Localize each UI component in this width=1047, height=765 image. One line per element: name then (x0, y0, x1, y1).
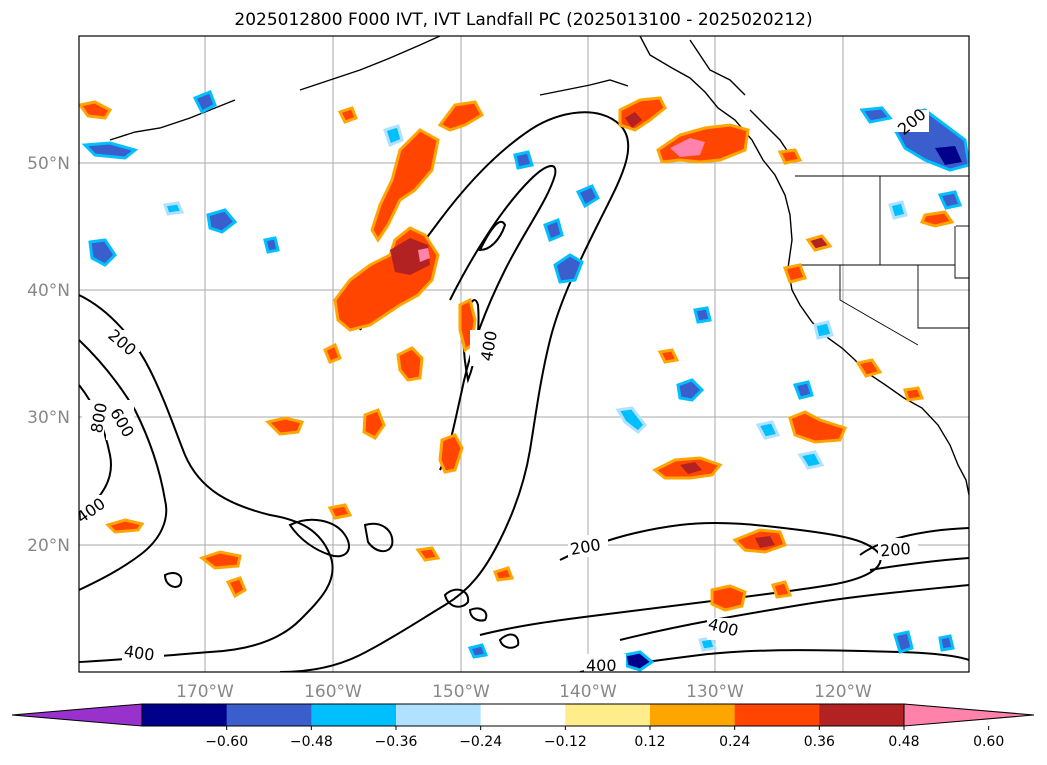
colorbar-tick-label: −0.48 (290, 734, 333, 750)
land-coastline (109, 36, 969, 496)
latitude-labels: 50°N 40°N 30°N 20°N (27, 154, 70, 556)
colorbar-ticks: −0.60 −0.48 −0.36 −0.24 −0.12 0.12 0.24 0.36 0.4… (205, 726, 1004, 750)
contour-label: 400 (586, 656, 617, 675)
lon-label-140w: 140°W (559, 682, 617, 702)
map-plot-area (79, 36, 969, 672)
lon-label-150w: 150°W (432, 682, 490, 702)
colorbar-tick-label: −0.60 (205, 734, 248, 750)
colorbar-segment (565, 704, 651, 726)
colorbar-segment (311, 704, 397, 726)
longitude-labels: 170°W 160°W 150°W 140°W 130°W 120°W (176, 682, 872, 702)
colorbar-tick-label: 0.36 (804, 734, 835, 750)
contour-label: 200 (879, 539, 911, 561)
colorbar-tick-label: −0.24 (459, 734, 502, 750)
plot-frame (78, 35, 970, 673)
lon-label-130w: 130°W (686, 682, 744, 702)
colorbar-tick-label: 0.60 (973, 734, 1004, 750)
lon-label-120w: 120°W (814, 682, 872, 702)
lat-label-50n: 50°N (27, 154, 70, 174)
colorbar-tick-label: 0.12 (634, 734, 665, 750)
colorbar-tick-label: −0.36 (375, 734, 418, 750)
colorbar-tick-label: 0.48 (888, 734, 919, 750)
lat-label-30n: 30°N (27, 408, 70, 428)
colorbar-segment (734, 704, 820, 726)
graticule (79, 36, 969, 672)
colorbar-segment (819, 704, 905, 726)
lat-label-40n: 40°N (27, 281, 70, 301)
colorbar (11, 703, 1035, 727)
colorbar-segment (650, 704, 736, 726)
state-borders (795, 175, 969, 346)
colorbar-tick-label: −0.12 (544, 734, 587, 750)
colorbar-segment (142, 704, 228, 726)
colorbar-extend-min (11, 703, 143, 727)
map-title: 2025012800 F000 IVT, IVT Landfall PC (20… (234, 10, 813, 30)
contour-label: 400 (123, 642, 156, 665)
colorbar-segment (396, 704, 482, 726)
contour-label-backgrounds (79, 110, 929, 672)
colorbar-extend-max (903, 703, 1035, 727)
colorbar-tick-label: 0.24 (719, 734, 750, 750)
pc-positive-shading (79, 96, 955, 612)
lon-label-170w: 170°W (176, 682, 234, 702)
colorbar-segment (226, 704, 312, 726)
ivt-contours (79, 111, 969, 672)
lon-label-160w: 160°W (304, 682, 362, 702)
colorbar-frame (141, 703, 905, 727)
colorbar-segment (480, 704, 566, 726)
lat-label-20n: 20°N (27, 536, 70, 556)
